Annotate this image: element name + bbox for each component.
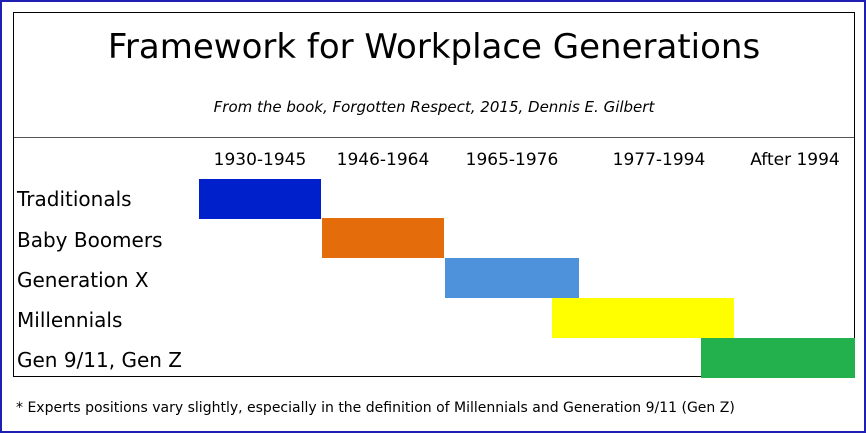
bar-millennials xyxy=(552,298,734,338)
generation-label-baby-boomers: Baby Boomers xyxy=(17,228,163,252)
period-1965-1976: 1965-1976 xyxy=(465,150,559,170)
generation-label-gen-z: Gen 9/11, Gen Z xyxy=(17,348,182,372)
header-divider xyxy=(14,137,854,138)
period-1930-1945: 1930-1945 xyxy=(213,150,307,170)
diagram-subtitle: From the book, Forgotten Respect, 2015, … xyxy=(213,98,655,116)
diagram-title: Framework for Workplace Generations xyxy=(107,27,761,67)
period-1946-1964: 1946-1964 xyxy=(336,150,430,170)
chart-box: Framework for Workplace Generations From… xyxy=(13,12,855,378)
footnote: * Experts positions vary slightly, espec… xyxy=(16,400,735,416)
bar-generation-x xyxy=(445,258,579,298)
period-1977-1994: 1977-1994 xyxy=(612,150,706,170)
generation-label-millennials: Millennials xyxy=(17,308,123,332)
bar-traditionals xyxy=(199,179,321,219)
bar-gen-z xyxy=(701,338,855,378)
generation-label-generation-x: Generation X xyxy=(17,268,149,292)
generation-label-traditionals: Traditionals xyxy=(17,187,132,211)
bar-baby-boomers xyxy=(322,218,444,258)
period-after-1994: After 1994 xyxy=(750,150,840,170)
